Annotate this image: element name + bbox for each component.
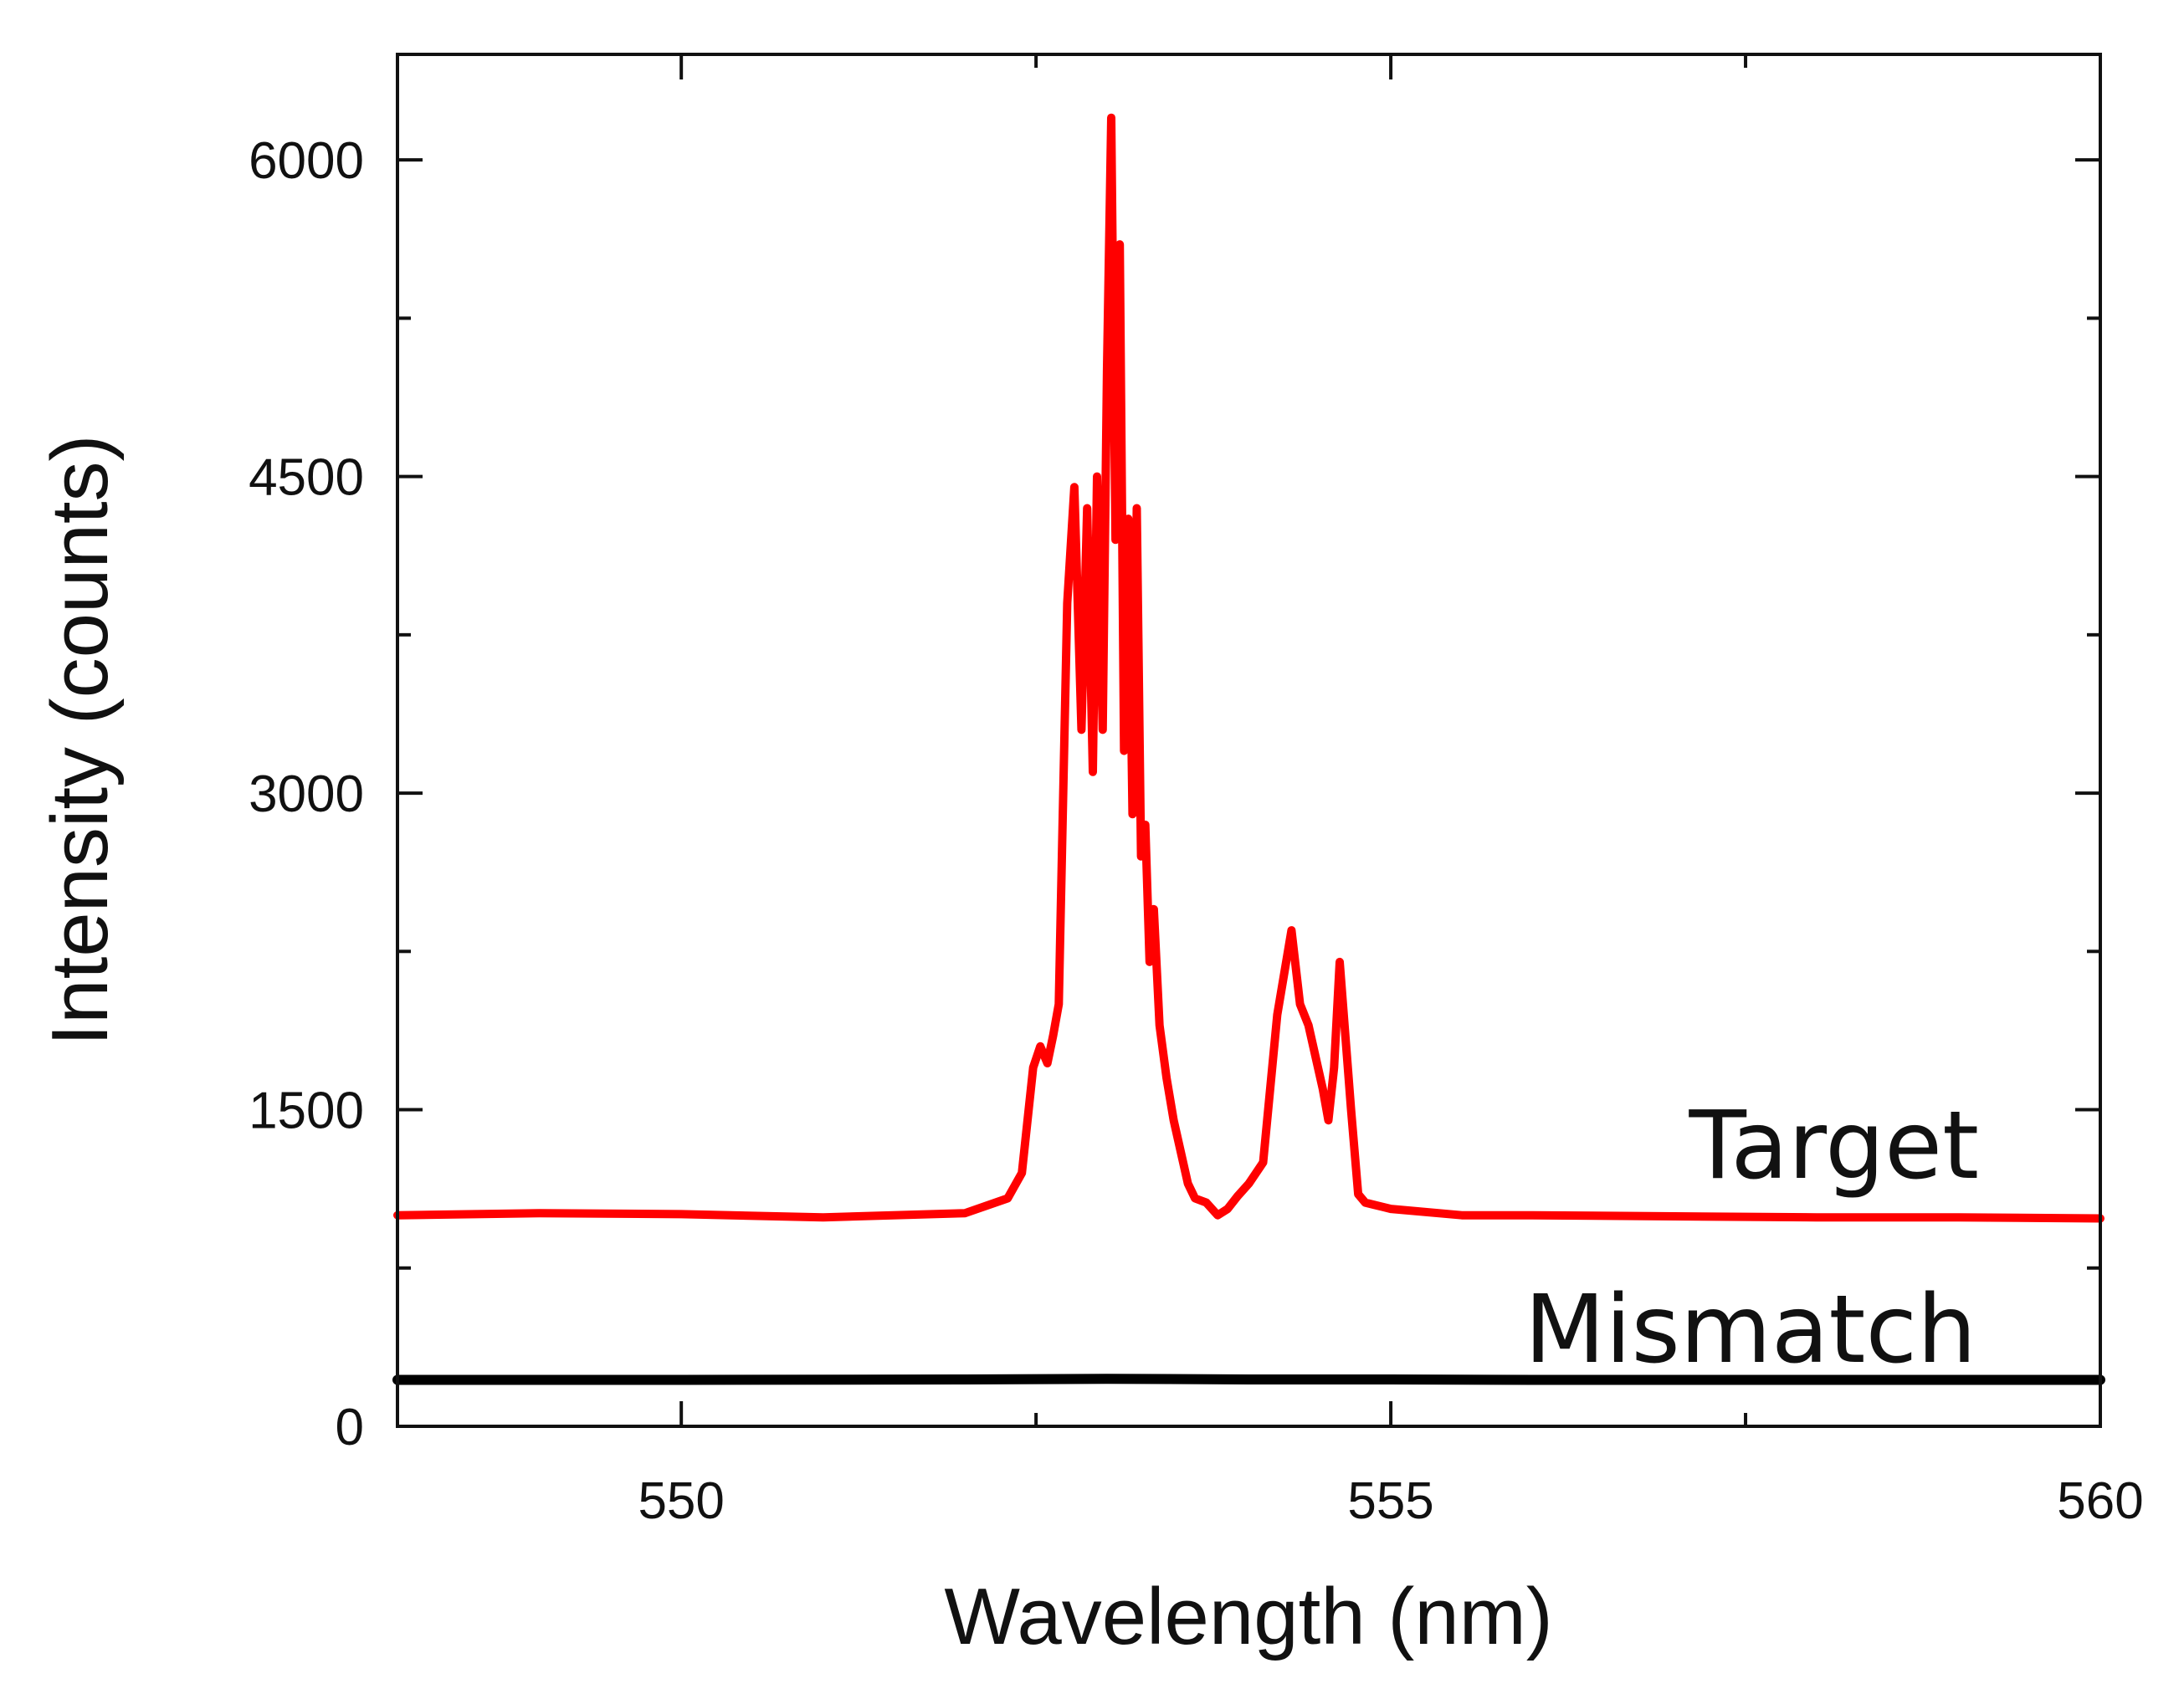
target-series-label: Target <box>1689 1092 1980 1200</box>
target-series-line <box>393 113 2105 1223</box>
x-axis-title: Wavelength (nm) <box>944 1572 1552 1661</box>
y-tick-label: 4500 <box>249 449 364 507</box>
y-tick-label: 3000 <box>249 765 364 823</box>
x-tick-label: 550 <box>638 1472 724 1530</box>
y-axis-title: Intensity (counts) <box>35 435 125 1047</box>
mismatch-series-label: Mismatch <box>1525 1276 1976 1384</box>
tick-labels-layer: 550 555 560 0 1500 3000 4500 6000 <box>249 132 2144 1530</box>
y-tick-label: 1500 <box>249 1082 364 1140</box>
x-tick-label: 560 <box>2057 1472 2143 1530</box>
series-layer <box>392 113 2105 1385</box>
y-tick-label: 6000 <box>249 132 364 190</box>
x-tick-label: 555 <box>1347 1472 1433 1530</box>
plot-frame <box>396 53 2102 1428</box>
axes-layer <box>396 53 2102 1428</box>
y-tick-label: 0 <box>336 1399 364 1456</box>
ticks-layer <box>397 54 2102 1428</box>
